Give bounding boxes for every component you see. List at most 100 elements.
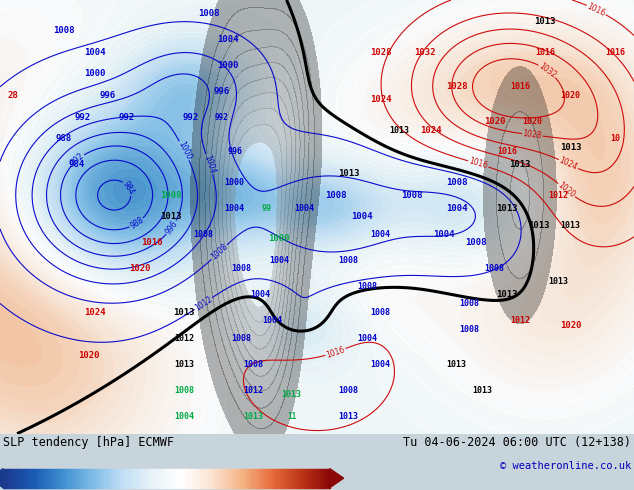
Bar (323, 468, 324, 488)
Bar (220, 468, 221, 488)
Bar (292, 468, 293, 488)
Bar (126, 468, 127, 488)
Bar (309, 468, 310, 488)
Text: 1013: 1013 (173, 308, 195, 317)
Bar (131, 468, 132, 488)
Bar (176, 468, 178, 488)
Bar (8, 468, 9, 488)
Text: 1013: 1013 (509, 160, 531, 169)
Text: 1008: 1008 (401, 191, 423, 199)
Bar (202, 468, 204, 488)
Bar (4, 468, 5, 488)
Bar (15, 468, 16, 488)
Bar (164, 468, 165, 488)
Bar (196, 468, 197, 488)
Bar (145, 468, 146, 488)
Bar (137, 468, 138, 488)
Bar (10, 468, 11, 488)
Bar (313, 468, 314, 488)
Bar (117, 468, 119, 488)
Text: 1013: 1013 (528, 221, 550, 230)
Bar (157, 468, 158, 488)
Bar (25, 468, 26, 488)
Bar (125, 468, 126, 488)
Bar (42, 468, 44, 488)
Bar (48, 468, 49, 488)
Bar (197, 468, 198, 488)
Bar (304, 468, 305, 488)
Text: 1004: 1004 (84, 48, 106, 56)
Text: 1020: 1020 (556, 181, 577, 200)
Bar (75, 468, 76, 488)
Bar (152, 468, 153, 488)
Bar (310, 468, 311, 488)
Bar (110, 468, 111, 488)
Bar (301, 468, 302, 488)
Text: 984: 984 (68, 160, 84, 169)
Bar (201, 468, 202, 488)
Bar (105, 468, 107, 488)
Bar (26, 468, 27, 488)
Bar (238, 468, 240, 488)
Bar (242, 468, 243, 488)
Bar (293, 468, 294, 488)
Text: 1008: 1008 (174, 386, 194, 395)
Text: 1013: 1013 (560, 221, 581, 230)
Bar (285, 468, 286, 488)
Text: 1008: 1008 (231, 334, 251, 343)
Bar (296, 468, 297, 488)
Bar (53, 468, 55, 488)
Text: 99: 99 (261, 204, 271, 213)
Bar (120, 468, 122, 488)
Text: 1008: 1008 (160, 191, 182, 199)
Bar (264, 468, 266, 488)
Bar (99, 468, 100, 488)
Bar (247, 468, 248, 488)
Bar (290, 468, 292, 488)
Text: 1020: 1020 (78, 351, 100, 360)
Text: 1013: 1013 (496, 204, 518, 213)
Bar (233, 468, 234, 488)
Bar (155, 468, 157, 488)
Bar (79, 468, 81, 488)
Text: 992: 992 (215, 113, 229, 122)
Bar (140, 468, 141, 488)
Text: 1004: 1004 (262, 317, 283, 325)
Bar (179, 468, 181, 488)
Bar (12, 468, 13, 488)
Text: 1032: 1032 (537, 61, 558, 80)
Bar (60, 468, 61, 488)
Bar (108, 468, 109, 488)
Text: 1013: 1013 (560, 143, 581, 152)
Text: 10: 10 (610, 134, 620, 143)
Bar (153, 468, 155, 488)
Bar (52, 468, 53, 488)
Bar (268, 468, 269, 488)
Bar (13, 468, 14, 488)
Bar (209, 468, 210, 488)
Bar (143, 468, 145, 488)
Bar (20, 468, 22, 488)
Text: 1012: 1012 (174, 334, 194, 343)
Bar (258, 468, 259, 488)
Bar (68, 468, 70, 488)
Text: 1016: 1016 (497, 147, 517, 156)
Bar (56, 468, 58, 488)
Bar (302, 468, 304, 488)
Bar (200, 468, 201, 488)
Text: 1008: 1008 (459, 325, 479, 334)
Text: 1008: 1008 (339, 256, 359, 265)
Bar (248, 468, 249, 488)
Text: 984: 984 (121, 179, 136, 196)
Bar (249, 468, 250, 488)
Bar (76, 468, 77, 488)
Text: 11: 11 (287, 412, 296, 421)
Bar (219, 468, 220, 488)
Bar (270, 468, 271, 488)
Bar (190, 468, 191, 488)
Text: 1004: 1004 (224, 204, 245, 213)
Text: 1012: 1012 (510, 317, 530, 325)
Bar (222, 468, 223, 488)
Bar (135, 468, 136, 488)
Bar (51, 468, 52, 488)
